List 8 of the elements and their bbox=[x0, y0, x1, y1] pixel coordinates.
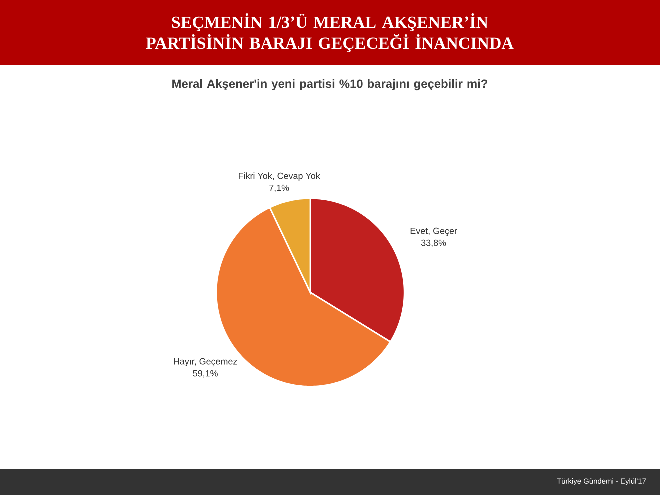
chart-subtitle: Meral Akşener'in yeni partisi %10 barajını geçebilir mi? bbox=[172, 79, 488, 91]
slice-label: Hayır, Geçemez bbox=[174, 358, 238, 367]
data-label: 59,1% bbox=[193, 370, 218, 378]
data-label: 7,1% bbox=[270, 184, 290, 192]
slice-label: Evet, Geçer bbox=[410, 228, 458, 236]
chart-title: SEÇMENİN 1/3’Ü MERAL AKŞENER’İN PARTİSİNİN BARAJI GEÇECEĞİ İNANCINDA bbox=[146, 14, 514, 52]
data-label: 33,8% bbox=[421, 240, 446, 248]
slice-label: Fikri Yok, Cevap Yok bbox=[239, 172, 320, 182]
